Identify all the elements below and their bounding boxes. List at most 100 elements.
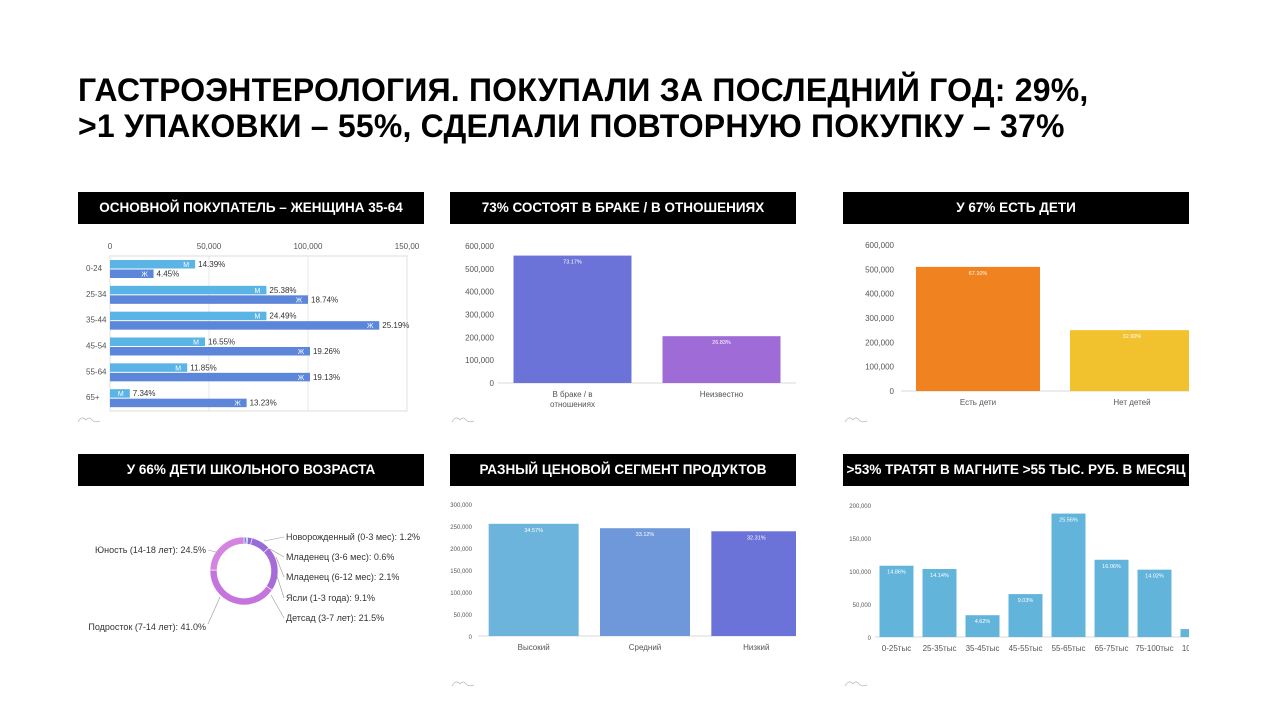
children-chart: 600,000 500,000 400,000 300,000 200,000 100,0… [844, 241, 1189, 423]
leader-line [276, 575, 285, 599]
slice-label: Юность (14-18 лет): 24.5% [95, 545, 206, 555]
bar [110, 347, 310, 356]
y-tick-label: 0 [490, 379, 495, 388]
bar [1008, 594, 1043, 637]
data-label: 73.17% [563, 260, 582, 266]
slide-title-line-1: ГАСТРОЭНТЕРОЛОГИЯ. ПОКУПАЛИ ЗА ПОСЛЕДНИЙ… [78, 72, 1089, 108]
bar-series-label: М [254, 288, 260, 295]
bar [110, 363, 188, 372]
data-label: 11.85% [190, 363, 217, 372]
y-tick-label: 35-44 [86, 316, 107, 325]
data-label: 14.02% [1145, 574, 1164, 580]
x-tick-label: 50,000 [197, 242, 222, 251]
y-tick-label: 200,000 [865, 338, 894, 347]
data-label: 33.12% [636, 532, 655, 538]
watermark-logo-icon [844, 417, 868, 423]
bar [513, 255, 632, 383]
bar [110, 389, 130, 398]
x-tick-label: 100,000 [294, 242, 323, 251]
y-tick-label: 0 [868, 636, 872, 642]
y-tick-label: 65+ [86, 393, 100, 402]
y-tick-label: 100,000 [865, 363, 894, 372]
y-tick-label: 300,000 [450, 503, 472, 509]
data-label: 14.14% [930, 573, 949, 579]
bar-series-label: Ж [298, 349, 305, 356]
y-tick-label: 45-54 [86, 341, 107, 350]
bar [110, 311, 267, 321]
data-label: 25.56% [1059, 518, 1078, 524]
y-tick-label: 50,000 [454, 613, 473, 619]
panel-header: 73% СОСТОЯТ В БРАКЕ / В ОТНОШЕНИЯХ [450, 192, 796, 224]
bar [110, 372, 310, 382]
panel-children: У 67% ЕСТЬ ДЕТИ 600,000 500,000 400,000 300… [843, 192, 1189, 423]
bar [488, 523, 579, 636]
x-tick-label: 150,00 [395, 242, 420, 251]
watermark-logo-icon [451, 417, 475, 423]
data-label: 4.45% [157, 270, 180, 279]
price-segment-chart: 300,000 250,000 200,000 150,000 100,000 50,00… [450, 503, 796, 687]
y-tick-label: 50,000 [853, 603, 872, 609]
bar [600, 528, 690, 636]
y-tick-label: 25-34 [86, 290, 107, 299]
y-tick-label: 300,000 [865, 314, 894, 323]
data-label: 32.90% [1123, 334, 1142, 340]
bar-series-label: М [175, 365, 181, 372]
y-tick-label: 400,000 [465, 288, 494, 297]
leader-line [270, 594, 285, 619]
panel-age-gender: ОСНОВНОЙ ПОКУПАТЕЛЬ – ЖЕНЩИНА 35-64 0 50,… [78, 192, 424, 423]
bar [965, 615, 1000, 637]
data-label: 16.55% [208, 338, 235, 347]
data-label: 19.13% [313, 373, 340, 382]
y-tick-label: 100,000 [849, 570, 871, 576]
bar-series-label: Ж [141, 272, 148, 279]
bar-series-label: Ж [234, 401, 241, 408]
y-tick-label: 0 [469, 635, 473, 641]
data-label: 67.10% [969, 271, 988, 277]
data-label: 4.62% [975, 619, 991, 625]
leader-line [275, 556, 285, 578]
x-tick-label: 55-65тыс [1052, 644, 1086, 653]
y-tick-label: 600,000 [465, 242, 494, 251]
donut-slice [263, 547, 279, 591]
data-label: 32.31% [747, 535, 766, 541]
x-tick-label: Высокий [518, 643, 550, 652]
x-tick-label: 0-25тыс [882, 644, 911, 653]
y-tick-label: 500,000 [465, 265, 494, 274]
data-label: 14.39% [198, 260, 225, 269]
y-tick-label: 55-64 [86, 367, 107, 376]
x-tick-label: Низкий [743, 643, 769, 652]
slice-label: Новорожденный (0-3 мес): 1.2% [286, 532, 420, 542]
watermark-logo-icon [844, 681, 868, 687]
leader-line [207, 549, 217, 553]
x-tick-label: 75-100тыс [1135, 644, 1173, 653]
x-tick-label: 25-35тыс [923, 644, 957, 653]
data-label: 26.83% [712, 340, 731, 346]
y-tick-label: 250,000 [450, 525, 472, 531]
x-tick-label: В браке / в отношениях [550, 390, 595, 409]
x-tick-label: 0 [108, 242, 113, 251]
monthly-spend-chart: 200,000 150,000 100,000 50,000 0 14.86% 0-25ты… [844, 504, 1189, 687]
y-tick-label: 150,000 [450, 569, 472, 575]
bar [110, 295, 308, 304]
y-tick-label: 300,000 [465, 311, 494, 320]
plot-frame [109, 255, 408, 412]
x-tick-label: 65-75тыс [1095, 644, 1129, 653]
slide-title: ГАСТРОЭНТЕРОЛОГИЯ. ПОКУПАЛИ ЗА ПОСЛЕДНИЙ… [78, 72, 1228, 144]
y-tick-label: 100,000 [450, 591, 472, 597]
watermark-logo-icon [78, 417, 101, 423]
bar [1094, 559, 1129, 637]
data-label: 14.86% [887, 570, 906, 576]
bar-series-label: М [183, 262, 189, 269]
x-tick-label: 35-45тыс [966, 644, 1000, 653]
panel-price-segment: РАЗНЫЙ ЦЕНОВОЙ СЕГМЕНТ ПРОДУКТОВ 300,000… [450, 454, 796, 687]
donut-slice [209, 569, 273, 606]
bar [916, 266, 1040, 391]
bar-series-label: М [118, 391, 124, 398]
panel-header: >53% ТРАТЯТ В МАГНИТЕ >55 ТЫС. РУБ. В МЕ… [843, 454, 1189, 486]
bar [879, 565, 914, 637]
bar [1180, 629, 1189, 637]
bar [662, 336, 781, 383]
panel-children-age: У 66% ДЕТИ ШКОЛЬНОГО ВОЗРАСТА Новорожден… [78, 454, 424, 632]
bar-series-label: Ж [296, 297, 303, 304]
donut-slice [209, 536, 245, 571]
